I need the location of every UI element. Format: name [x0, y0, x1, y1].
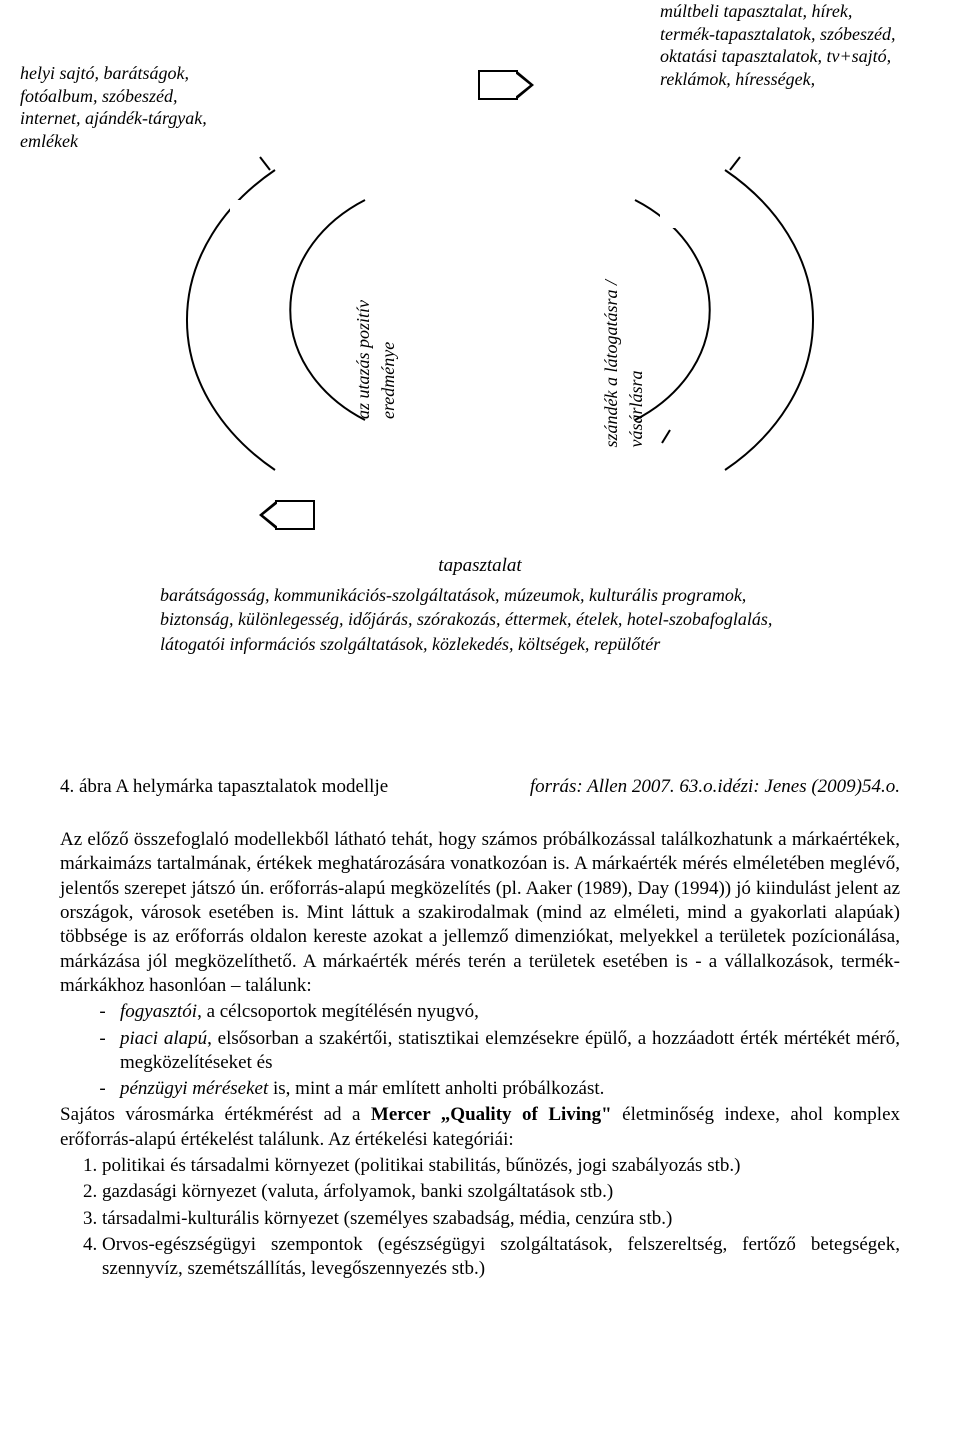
bullet-3: pénzügyi méréseket is, mint a már említe… — [120, 1077, 900, 1101]
arrow-bottom — [275, 500, 315, 530]
numbered-list: politikai és társadalmi környezet (polit… — [60, 1154, 900, 1282]
num-4: Orvos-egészségügyi szempontok (egészségü… — [102, 1233, 900, 1282]
experience-block: tapasztalat barátságosság, kommunikációs… — [160, 555, 800, 656]
caption-source: forrás: Allen 2007. 63.o.idézi: Jenes (2… — [530, 776, 900, 798]
label-right-vertical: szándék a látogatásra / vásárlásra — [600, 280, 647, 448]
label-top-left: helyi sajtó, barátságok, fotóalbum, szób… — [20, 62, 230, 152]
experience-title: tapasztalat — [160, 555, 800, 577]
num-3: társadalmi-kulturális környezet (személy… — [102, 1207, 900, 1231]
bullet-list: fogyasztói, a célcsoportok megítélésén n… — [60, 1000, 900, 1101]
arrow-top — [478, 70, 518, 100]
caption-fig: 4. ábra A helymárka tapasztalatok modell… — [60, 776, 388, 797]
body-text: Az előző összefoglaló modellekből láthat… — [60, 828, 900, 1282]
bullet-1: fogyasztói, a célcsoportok megítélésén n… — [120, 1000, 900, 1024]
bullet-2: piaci alapú, elsősorban a szakértői, sta… — [120, 1027, 900, 1076]
mask — [660, 200, 750, 228]
body-para: Az előző összefoglaló modellekből láthat… — [60, 828, 900, 998]
mask — [336, 160, 636, 196]
figure-caption: 4. ábra A helymárka tapasztalatok modell… — [60, 776, 900, 798]
experience-text: barátságosság, kommunikációs-szolgáltatá… — [160, 583, 800, 656]
label-top-right: múltbeli tapasztalat, hírek, termék-tapa… — [660, 0, 900, 90]
num-2: gazdasági környezet (valuta, árfolyamok,… — [102, 1180, 900, 1204]
body-sajatos: Sajátos városmárka értékmérést ad a Merc… — [60, 1103, 900, 1152]
num-1: politikai és társadalmi környezet (polit… — [102, 1154, 900, 1178]
cycle-diagram: helyi sajtó, barátságok, fotóalbum, szób… — [60, 0, 900, 640]
mask — [230, 200, 320, 228]
label-left-vertical: az utazás pozitív eredménye — [352, 300, 399, 419]
